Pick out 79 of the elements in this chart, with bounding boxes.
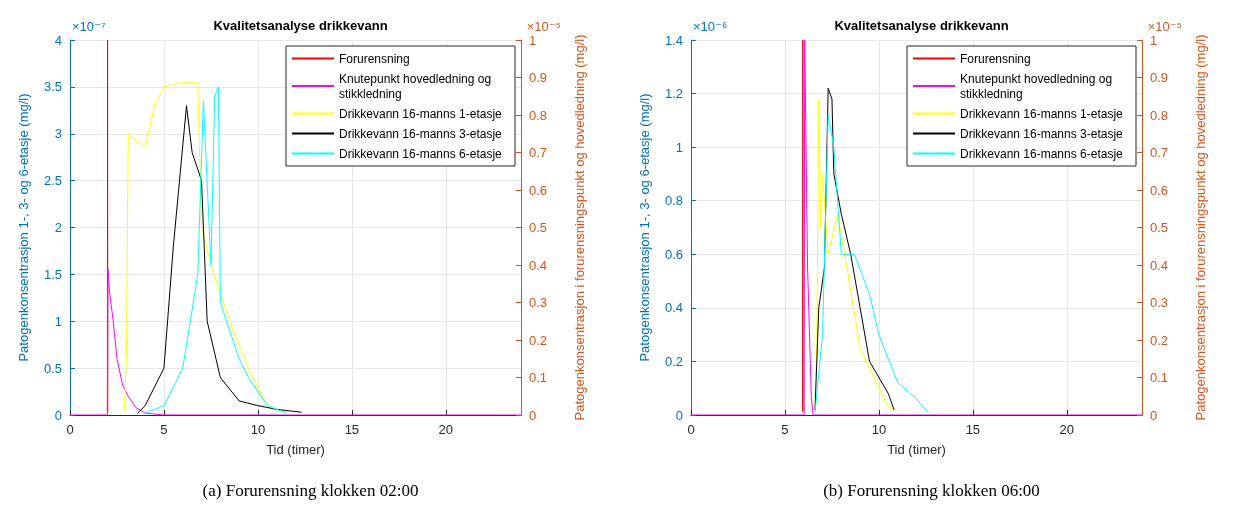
y-axis-title: Patogenkonsentrasjon 1-, 3- og 6-etasje (mg/l) <box>637 93 652 362</box>
x-tick-label: 20 <box>1059 422 1075 437</box>
y2-tick-label: 0 <box>529 407 537 423</box>
x-tick-label: 0 <box>687 422 695 437</box>
y2-tick-label: 0.1 <box>1150 370 1169 385</box>
chart-title: Kvalitetsanalyse drikkevann <box>213 18 388 33</box>
line-series <box>137 105 302 414</box>
y-tick-label: 1.4 <box>664 32 683 48</box>
legend-label: Drikkevann 16-manns 6-etasje <box>960 146 1124 161</box>
y2-tick-label: 0.7 <box>529 145 548 160</box>
line-series <box>124 81 278 414</box>
x-tick-label: 15 <box>965 422 981 437</box>
y-tick-label: 0.6 <box>664 246 683 262</box>
text: (a) Forurensning klokken 02:00 <box>202 481 419 500</box>
y2-tick-label: 0.1 <box>529 370 548 385</box>
y2-tick-label: 0.6 <box>529 182 548 198</box>
y-tick-label: 0.8 <box>664 193 683 209</box>
text: (b) Forurensning klokken 06:00 <box>823 481 1040 500</box>
y2-tick-label: 0 <box>1150 407 1158 423</box>
x-tick-label: 15 <box>344 422 360 437</box>
y-tick-label: 0 <box>54 407 62 423</box>
y-tick-label: 1 <box>675 139 683 155</box>
x-tick-label: 20 <box>438 422 454 437</box>
x-tick-label: 10 <box>250 422 266 437</box>
line-series <box>690 39 1143 416</box>
x-tick-label: 0 <box>66 422 74 437</box>
y-tick-label: 3.5 <box>43 79 62 95</box>
y-tick-label: 3 <box>54 126 62 142</box>
y2-tick-label: 0.6 <box>1150 182 1169 198</box>
y2-tick-label: 0.5 <box>1150 220 1169 235</box>
y-tick-label: 2 <box>54 220 62 235</box>
x-tick-label: 5 <box>781 422 789 437</box>
legend-label: Drikkevann 16-manns 6-etasje <box>339 146 503 161</box>
y2-tick-label: 0.3 <box>1150 295 1169 310</box>
y-tick-label: 0 <box>675 407 683 423</box>
x-tick-label: 5 <box>160 422 168 437</box>
y2-tick-label: 0.2 <box>1150 332 1169 348</box>
y2-tick-label: 0.8 <box>529 107 548 123</box>
legend-label: Knutepunkt hovedledning og stikkledning <box>960 71 1116 101</box>
y-tick-label: 0.4 <box>664 300 683 316</box>
y-tick-label: 1.2 <box>664 86 683 102</box>
legend-label: Drikkevann 16-manns 1-etasje <box>960 106 1124 121</box>
y2-tick-label: 1 <box>1150 32 1158 48</box>
legend-label: Drikkevann 16-manns 1-etasje <box>339 106 503 121</box>
text: ×10⁻⁶ <box>693 19 728 34</box>
line-series <box>69 268 522 416</box>
legend-label: Knutepunkt hovedledning og stikkledning <box>339 71 495 101</box>
y-tick-label: 1 <box>54 313 62 329</box>
y-tick-label: 0.5 <box>43 360 62 376</box>
y-tick-label: 4 <box>54 32 62 48</box>
legend-label: Drikkevann 16-manns 3-etasje <box>339 126 503 141</box>
y-tick-label: 1.5 <box>43 266 62 282</box>
x-axis-title: Tid (timer) <box>266 442 325 457</box>
y-axis-title: Patogenkonsentrasjon 1-, 3- og 6-etasje (mg/l) <box>16 93 31 362</box>
y2-tick-label: 0.4 <box>529 257 548 273</box>
y2-tick-label: 0.5 <box>529 220 548 235</box>
y2-tick-label: 0.9 <box>1150 70 1169 85</box>
y-tick-label: 0.2 <box>664 353 683 369</box>
text: ×10⁻⁵ <box>1147 19 1183 34</box>
y-tick-label: 2.5 <box>43 173 62 189</box>
y2-tick-label: 1 <box>529 32 537 48</box>
y2-tick-label: 0.8 <box>1150 107 1169 123</box>
legend-label: Drikkevann 16-manns 3-etasje <box>960 126 1124 141</box>
y2-tick-label: 0.3 <box>529 295 548 310</box>
legend-label: Forurensning <box>960 51 1031 66</box>
chart-title: Kvalitetsanalyse drikkevann <box>834 18 1009 33</box>
y2-tick-label: 0.9 <box>529 70 548 85</box>
y2-axis-title: Patogenkonsentrasjon i forurensningspunkt og hovedledning (mg/l) <box>1193 34 1208 421</box>
x-tick-label: 10 <box>871 422 887 437</box>
y2-tick-label: 0.4 <box>1150 257 1169 273</box>
text: ×10⁻⁵ <box>526 19 562 34</box>
x-axis-title: Tid (timer) <box>887 442 946 457</box>
legend-label: Forurensning <box>339 51 410 66</box>
y2-tick-label: 0.7 <box>1150 145 1169 160</box>
line-series <box>814 114 929 413</box>
y2-tick-label: 0.2 <box>529 332 548 348</box>
line-series <box>144 86 287 414</box>
y2-axis-title: Patogenkonsentrasjon i forurensningspunkt og hovedledning (mg/l) <box>572 34 587 421</box>
text: ×10⁻⁷ <box>72 19 106 34</box>
